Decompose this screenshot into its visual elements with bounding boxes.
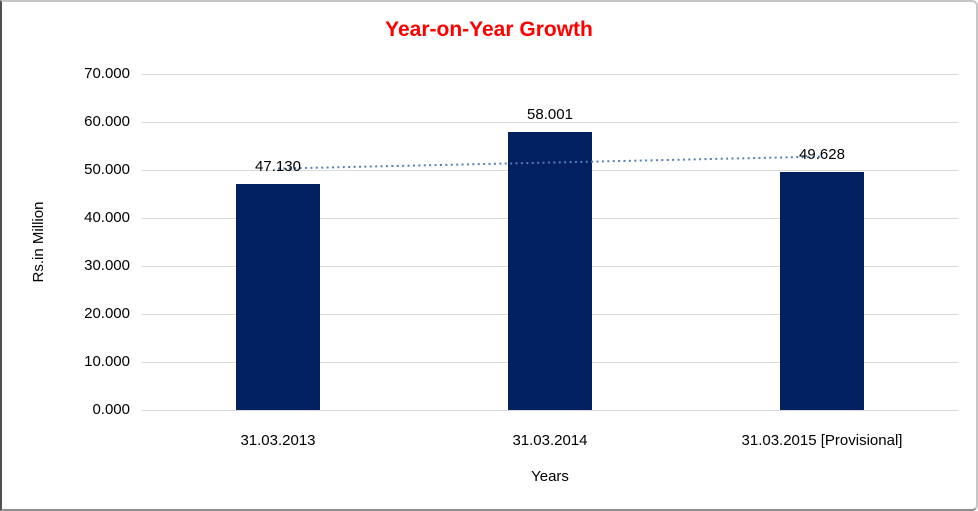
- gridline: [142, 122, 958, 123]
- x-category-label: 31.03.2015 [Provisional]: [741, 432, 903, 449]
- y-tick-label: 50.000: [84, 161, 130, 178]
- bar: [236, 184, 320, 410]
- y-tick-label: 60.000: [84, 113, 130, 130]
- gridline: [142, 74, 958, 75]
- bar-data-label: 47.130: [255, 158, 301, 175]
- chart-title: Year-on-Year Growth: [385, 18, 593, 41]
- bar-data-label: 49.628: [799, 146, 845, 163]
- bar: [508, 132, 592, 410]
- y-tick-label: 10.000: [84, 353, 130, 370]
- bar: [780, 172, 864, 410]
- x-axis-title: Years: [531, 468, 569, 485]
- y-tick-label: 30.000: [84, 257, 130, 274]
- y-tick-label: 20.000: [84, 305, 130, 322]
- y-tick-label: 0.000: [92, 401, 130, 418]
- x-category-label: 31.03.2013: [240, 432, 316, 449]
- y-tick-label: 40.000: [84, 209, 130, 226]
- y-tick-label: 70.000: [84, 65, 130, 82]
- gridline: [142, 410, 958, 411]
- x-category-label: 31.03.2014: [512, 432, 588, 449]
- bar-data-label: 58.001: [527, 106, 573, 123]
- y-axis-title: Rs.in Million: [30, 201, 47, 283]
